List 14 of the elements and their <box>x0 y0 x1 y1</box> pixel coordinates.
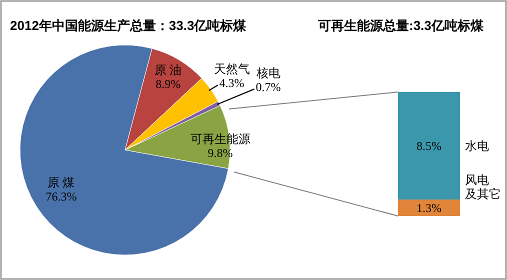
chart-title: 可再生能源总量:3.3亿吨标煤 <box>317 18 484 33</box>
series-label: 风电及其它 <box>465 172 501 201</box>
data-label: 4.3% <box>219 76 244 90</box>
series-label: 水电 <box>465 138 489 153</box>
data-label: 8.5% <box>416 138 442 153</box>
data-label: 0.7% <box>256 80 281 94</box>
chart-title: 2012年中国能源生产总量：33.3亿吨标煤 <box>10 18 248 33</box>
slice-label: 核电 <box>255 66 280 80</box>
data-label: 76.3% <box>46 190 77 204</box>
data-label: 1.3% <box>416 200 442 215</box>
data-label: 8.9% <box>156 76 181 91</box>
slice-label: 原 油 <box>154 62 182 77</box>
slice-label: 天然气 <box>214 62 250 76</box>
slice-label: 原 煤 <box>48 176 75 190</box>
